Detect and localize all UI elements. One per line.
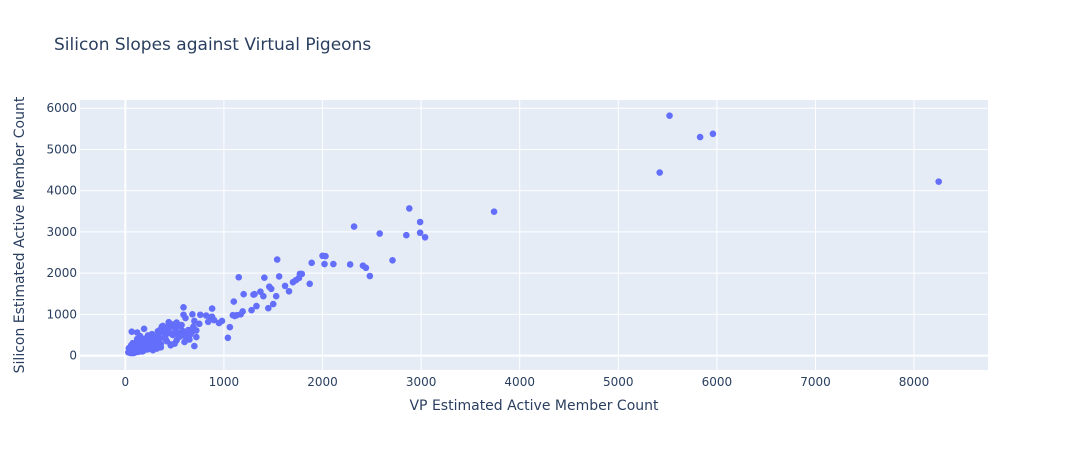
data-point [180,311,187,319]
y-tick-label: 4000 [46,184,77,198]
data-point [272,292,280,300]
data-point [195,320,203,328]
y-tick-label: 5000 [46,142,77,156]
data-point [169,331,176,339]
data-point [127,348,135,355]
data-point [172,325,179,332]
y-tick-label: 2000 [46,266,77,280]
data-point [235,273,243,281]
y-tick-label: 6000 [46,101,77,115]
data-point [416,229,424,237]
data-point [128,328,136,335]
data-point [229,311,237,319]
data-point [156,326,164,334]
x-axis-title: VP Estimated Active Member Count [409,398,659,414]
data-point [666,112,673,119]
data-point [175,330,182,337]
x-tick-label: 5000 [603,375,634,389]
data-point [330,260,337,268]
data-point [251,290,258,298]
data-point [273,256,281,263]
x-tick-label: 2000 [307,375,338,389]
data-point [421,233,429,241]
chart-title: Silicon Slopes against Virtual Pigeons [54,35,371,55]
x-tick-label: 8000 [899,375,930,389]
data-point [376,230,384,237]
data-point [193,333,200,341]
data-point [285,287,293,295]
data-point [257,288,264,295]
data-point [248,306,255,314]
data-point [490,208,498,216]
data-point [204,318,212,326]
data-point [261,274,268,281]
x-tick-label: 0 [122,375,130,389]
y-tick-label: 0 [69,349,77,363]
data-point [306,280,314,288]
data-point [133,329,141,336]
data-point [167,341,175,349]
y-tick-label: 1000 [46,307,77,321]
data-point [265,304,272,312]
data-point [140,325,148,333]
data-point [215,319,223,327]
data-point [178,321,185,329]
data-point [187,330,194,338]
data-point [173,337,180,344]
x-tick-label: 4000 [504,375,535,389]
data-point [265,283,273,291]
data-point [160,334,168,342]
data-point [416,218,424,226]
data-point [139,342,147,350]
data-point [308,259,315,267]
y-tick-label: 3000 [46,225,77,239]
data-point [709,130,717,138]
x-tick-label: 7000 [800,375,831,389]
data-point [322,252,329,260]
data-point [253,302,260,310]
data-point [362,264,370,272]
data-point [189,311,196,318]
data-point [181,332,188,340]
data-point [405,205,413,212]
data-point [226,323,234,331]
data-point [191,317,198,325]
data-point [202,312,210,319]
data-point [269,300,277,308]
data-point [935,178,943,185]
data-point [321,260,328,268]
data-point [656,169,664,176]
data-point [180,304,187,311]
data-point [366,272,374,280]
y-tick-labels: 0 1000 2000 3000 4000 5000 6000 [46,101,77,362]
data-point [389,257,396,264]
x-tick-label: 1000 [209,375,240,389]
data-point [403,231,410,239]
x-tick-label: 3000 [406,375,437,389]
plot-area [80,100,988,370]
data-point [281,282,289,290]
x-tick-label: 6000 [702,375,733,389]
data-point [346,261,354,268]
x-tick-labels: 0 1000 2000 3000 4000 5000 6000 7000 8000 [122,375,930,389]
data-point [292,276,300,284]
data-point [230,298,238,305]
data-point [224,334,232,342]
data-point [275,273,283,280]
data-point [196,311,204,319]
data-point [191,342,198,350]
data-point [208,305,216,312]
data-points [125,112,943,357]
data-point [133,335,141,343]
y-axis-title: Silicon Estimated Active Member Count [12,96,28,373]
data-point [696,133,704,141]
data-point [240,290,247,298]
data-point [350,223,358,230]
